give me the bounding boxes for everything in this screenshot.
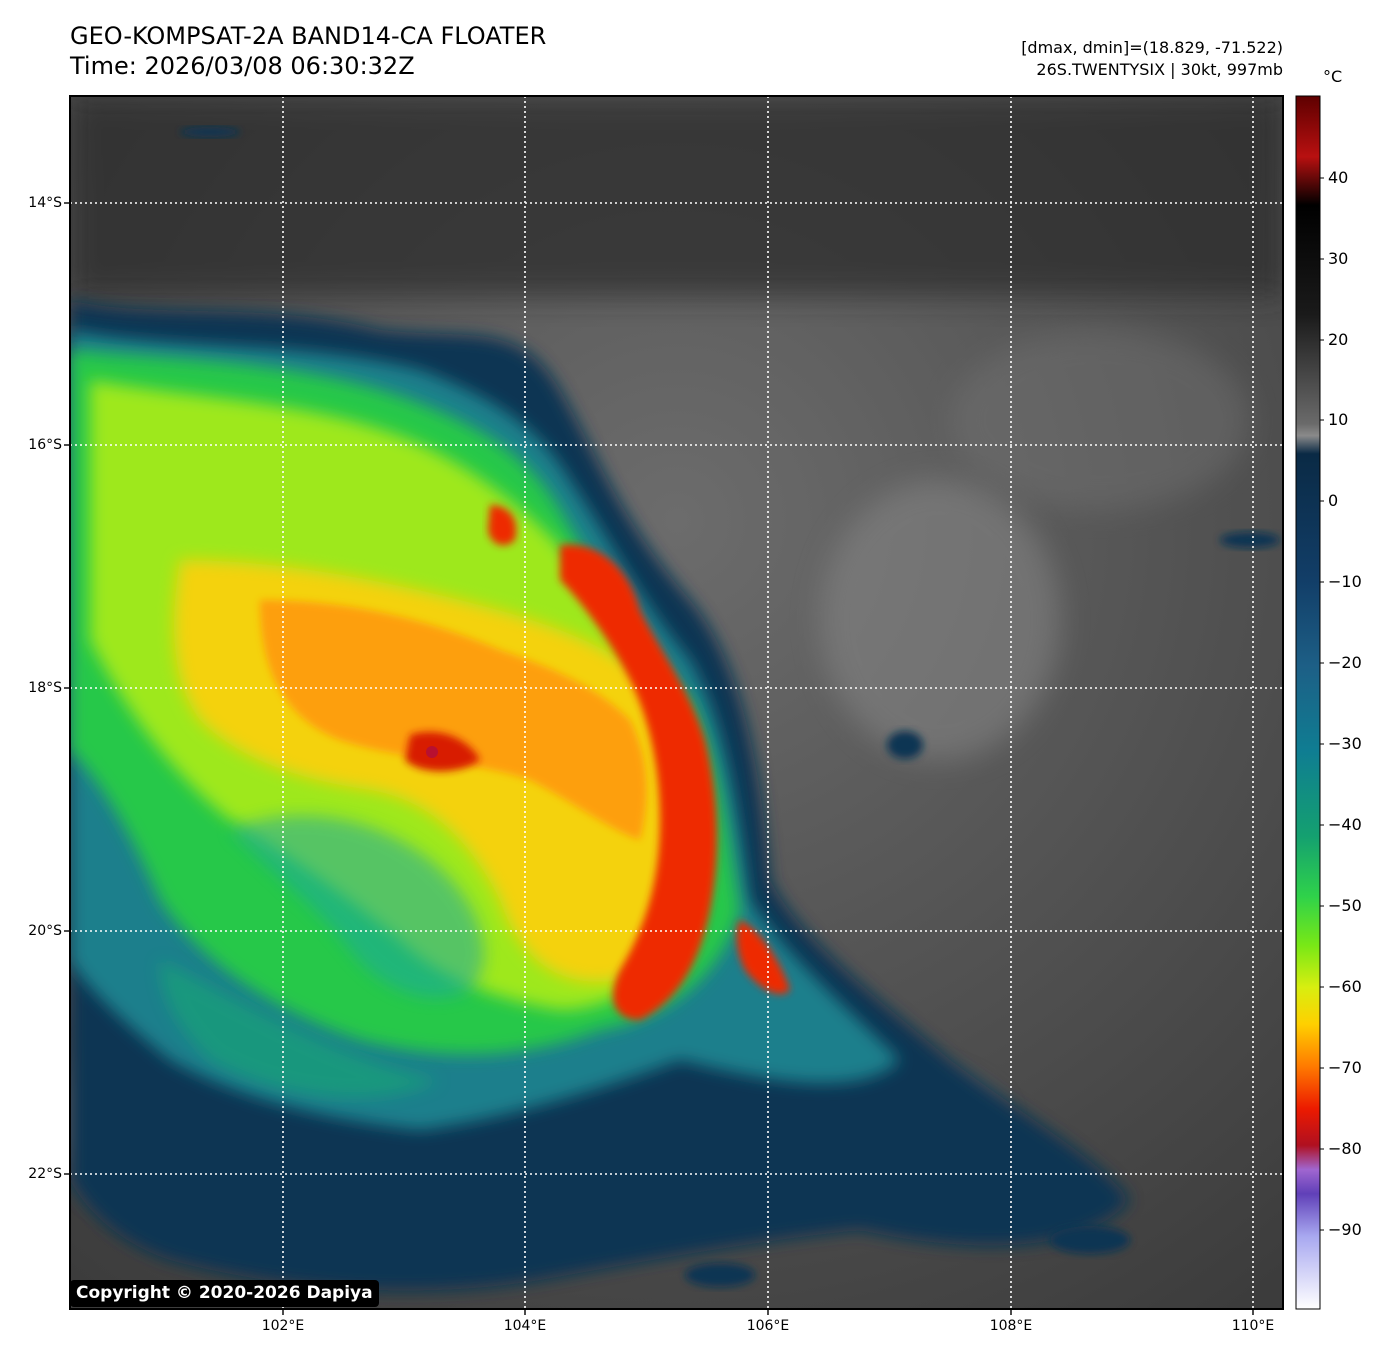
axis-ticks	[64, 202, 1254, 1315]
colorbar-tick-label: −80	[1328, 1139, 1362, 1158]
colorbar-tick-label: 30	[1328, 249, 1349, 268]
colorbar-tick-label: −40	[1328, 815, 1362, 834]
colorbar-tick-label: −50	[1328, 896, 1362, 915]
lon-label: 108°E	[989, 1318, 1033, 1334]
colorbar-tick-label: −30	[1328, 734, 1362, 753]
lat-label: 14°S	[28, 195, 62, 211]
colorbar-tick-label: −90	[1328, 1220, 1362, 1239]
satellite-image	[70, 96, 1283, 1309]
colorbar-tick-label: −20	[1328, 653, 1362, 672]
lat-label: 20°S	[28, 923, 62, 939]
lat-label: 22°S	[28, 1166, 62, 1182]
lon-label: 104°E	[503, 1318, 547, 1334]
copyright-badge: Copyright © 2020-2026 Dapiya	[70, 1280, 379, 1307]
lat-lon-grid	[70, 96, 1283, 1309]
colorbar-tick-label: 10	[1328, 410, 1349, 429]
colorbar-tick-label: 20	[1328, 330, 1349, 349]
storm-info-label: 26S.TWENTYSIX | 30kt, 997mb	[1036, 60, 1283, 79]
colorbar-tick-label: 0	[1328, 491, 1339, 510]
map-frame	[69, 95, 1284, 1310]
colorbar-tick-label: −70	[1328, 1058, 1362, 1077]
lon-label: 106°E	[746, 1318, 790, 1334]
image-title: GEO-KOMPSAT-2A BAND14-CA FLOATER	[70, 22, 547, 50]
colorbar	[1295, 95, 1321, 1310]
lon-label: 102°E	[261, 1318, 305, 1334]
colorbar-ticks	[1320, 177, 1324, 1231]
colorbar-tick-label: −60	[1328, 977, 1362, 996]
colorbar-tick-label: −10	[1328, 572, 1362, 591]
image-timestamp: Time: 2026/03/08 06:30:32Z	[70, 52, 415, 80]
colorbar-unit: °C	[1323, 67, 1343, 86]
colorbar-tick-label: 40	[1328, 168, 1349, 187]
lat-label: 18°S	[28, 680, 62, 696]
lat-label: 16°S	[28, 437, 62, 453]
lon-label: 110°E	[1231, 1318, 1275, 1334]
temperature-range-label: [dmax, dmin]=(18.829, -71.522)	[1021, 38, 1283, 57]
